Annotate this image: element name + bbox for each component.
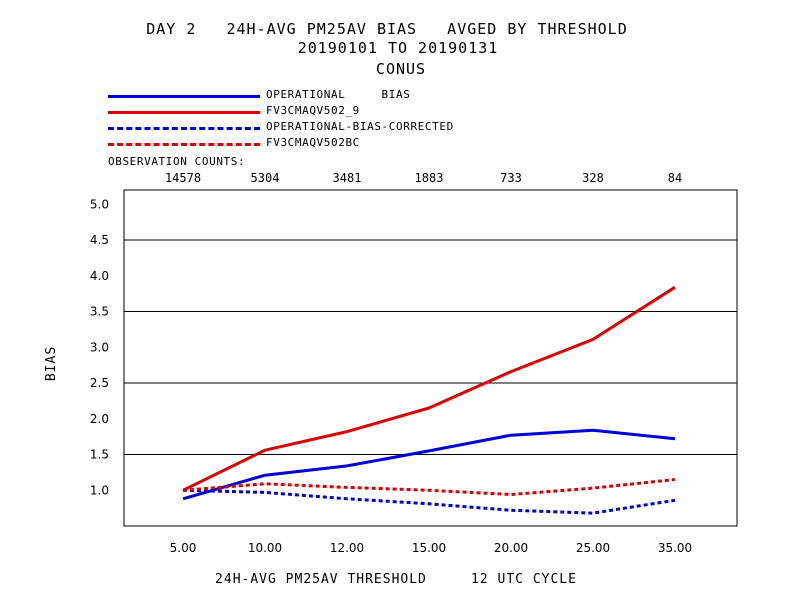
x-tick-label: 5.00	[170, 541, 197, 555]
chart-title-line1: DAY 2 24H-AVG PM25AV BIAS AVGED BY THRES…	[146, 20, 628, 38]
observation-count: 328	[582, 171, 604, 185]
y-tick-label: 3.5	[90, 305, 109, 319]
x-axis-label: 24H-AVG PM25AV THRESHOLD	[215, 572, 427, 587]
y-tick-label: 5.0	[90, 197, 109, 211]
observation-count: 3481	[332, 171, 362, 185]
y-tick-label: 4.5	[90, 233, 109, 247]
x-tick-label: 25.00	[576, 541, 610, 555]
chart-title-region: CONUS	[375, 60, 427, 78]
y-tick-label: 2.5	[90, 376, 109, 390]
y-tick-label: 2.0	[90, 412, 109, 426]
legend-swatch-operational	[108, 95, 260, 98]
legend-label-operational-bc: OPERATIONAL-BIAS-CORRECTED	[266, 120, 454, 133]
series-line-2	[182, 488, 676, 515]
y-tick-label: 3.0	[90, 340, 109, 354]
legend-swatch-fv3cmaq	[108, 111, 260, 114]
observation-count: 14578	[164, 171, 202, 185]
x-tick-label: 15.00	[412, 541, 446, 555]
x-axis-cycle-note: 12 UTC CYCLE	[471, 572, 577, 587]
series-line-0	[182, 428, 676, 501]
x-tick-label: 12.00	[330, 541, 364, 555]
y-tick-label: 1.0	[90, 483, 109, 497]
y-tick-label: 4.0	[90, 269, 109, 283]
y-tick-label: 1.5	[90, 448, 109, 462]
y-axis-title: BIAS	[44, 345, 60, 382]
legend-swatch-operational-bc	[108, 127, 260, 130]
x-tick-label: 20.00	[494, 541, 528, 555]
legend-label-fv3cmaq: FV3CMAQV502_9	[266, 104, 360, 117]
x-axis-title: 24H-AVG PM25AV THRESHOLD 12 UTC CYCLE	[0, 572, 792, 587]
observation-counts-title: OBSERVATION COUNTS:	[108, 155, 246, 168]
chart-title-date-range: 20190101 TO 20190131	[297, 39, 499, 57]
observation-count: 5304	[250, 171, 280, 185]
x-tick-label: 10.00	[248, 541, 282, 555]
legend-label-fv3cmaq-bc: FV3CMAQV502BC	[266, 136, 360, 149]
legend-label-operational: OPERATIONAL BIAS	[266, 88, 411, 101]
observation-count: 733	[500, 171, 522, 185]
plot-frame	[123, 189, 738, 527]
series-line-1	[182, 285, 676, 492]
legend-swatch-fv3cmaq-bc	[108, 143, 260, 146]
x-tick-label: 35.00	[658, 541, 692, 555]
observation-count: 84	[667, 171, 683, 185]
observation-count: 1883	[414, 171, 444, 185]
